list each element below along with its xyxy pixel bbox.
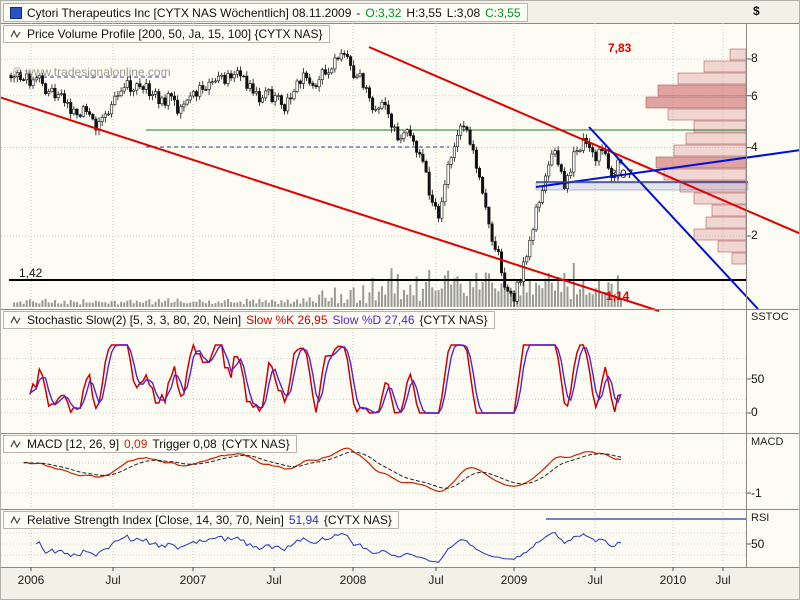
line-chart-icon: [10, 515, 21, 525]
x-axis-strip: [1, 567, 799, 599]
floor-value-label: 1,42: [19, 266, 43, 280]
ohlc-high: H:3,55: [406, 5, 442, 20]
instrument-title-box[interactable]: Cytori Therapeutics Inc [CYTX NAS Wöchen…: [3, 3, 528, 22]
panel-separator: [1, 433, 799, 434]
x-axis-label: 2007: [179, 573, 207, 587]
macd-symbol-suffix: {CYTX NAS}: [221, 437, 290, 451]
stoch-panel-header[interactable]: Stochastic Slow(2) [5, 3, 3, 80, 20, Nei…: [3, 311, 495, 329]
price-axis-tick: 6: [751, 89, 758, 103]
x-axis-label: 2006: [17, 573, 45, 587]
rsi-symbol-suffix: {CYTX NAS}: [323, 513, 392, 527]
macd-trigger-value: Trigger 0,08: [152, 437, 217, 451]
support-value-label: 3,07: [610, 167, 634, 181]
price-panel-header[interactable]: Price Volume Profile [200, 50, Ja, 15, 1…: [3, 25, 330, 43]
macd-axis-tick: -1: [751, 486, 762, 500]
currency-axis-label: $: [753, 4, 760, 18]
panel-separator: [1, 509, 799, 510]
title-dash: -: [356, 5, 361, 20]
instrument-title: Cytori Therapeutics Inc [CYTX NAS Wöchen…: [27, 5, 352, 20]
x-axis-label: 2010: [659, 573, 687, 587]
instrument-icon: [10, 6, 22, 19]
stoch-panel-tag: SSTOC: [751, 311, 789, 323]
ohlc-close: C:3,55: [485, 5, 521, 20]
rsi-value: 51,94: [288, 513, 319, 527]
stoch-k-value: Slow %K 26,95: [246, 313, 328, 327]
line-chart-icon: [10, 315, 21, 325]
price-panel-title: Price Volume Profile [200, 50, Ja, 15, 1…: [27, 27, 323, 41]
line-chart-icon: [10, 439, 21, 449]
low-value-label: 1,14: [606, 289, 630, 303]
price-axis-tick: 8: [751, 51, 758, 65]
x-axis-label: Jul: [428, 573, 444, 587]
x-axis-label: 2008: [339, 573, 367, 587]
trendline-value-label: 7,83: [608, 41, 632, 55]
stoch-axis-tick: 0: [751, 405, 758, 419]
rsi-panel-header[interactable]: Relative Strength Index [Close, 14, 30, …: [3, 511, 399, 529]
macd-panel-title: MACD [12, 26, 9]: [27, 437, 120, 451]
ohlc-low: L:3,08: [446, 5, 481, 20]
stoch-symbol-suffix: {CYTX NAS}: [419, 313, 488, 327]
rsi-panel-tag: RSI: [751, 512, 770, 524]
panel-separator: [1, 309, 799, 310]
x-axis-label: Jul: [105, 573, 121, 587]
line-chart-icon: [10, 29, 21, 39]
rsi-panel-title: Relative Strength Index [Close, 14, 30, …: [27, 513, 284, 527]
x-axis-label: Jul: [587, 573, 603, 587]
right-axis-line: [746, 23, 747, 567]
x-axis-label: Jul: [715, 573, 731, 587]
price-axis-tick: 2: [751, 228, 758, 242]
ohlc-open: O:3,32: [365, 5, 402, 20]
stoch-d-value: Slow %D 27,46: [332, 313, 415, 327]
macd-panel-tag: MACD: [751, 436, 784, 448]
x-axis-label: 2009: [500, 573, 528, 587]
watermark: © www.tradesignalonline.com: [13, 65, 171, 79]
rsi-axis-tick: 50: [751, 537, 765, 551]
macd-panel-header[interactable]: MACD [12, 26, 9] 0,09 Trigger 0,08 {CYTX…: [3, 435, 297, 453]
price-axis-tick: 4: [751, 140, 758, 154]
macd-value: 0,09: [124, 437, 148, 451]
stoch-panel-title: Stochastic Slow(2) [5, 3, 3, 80, 20, Nei…: [27, 313, 242, 327]
stoch-axis-tick: 50: [751, 372, 765, 386]
x-axis-label: Jul: [266, 573, 282, 587]
